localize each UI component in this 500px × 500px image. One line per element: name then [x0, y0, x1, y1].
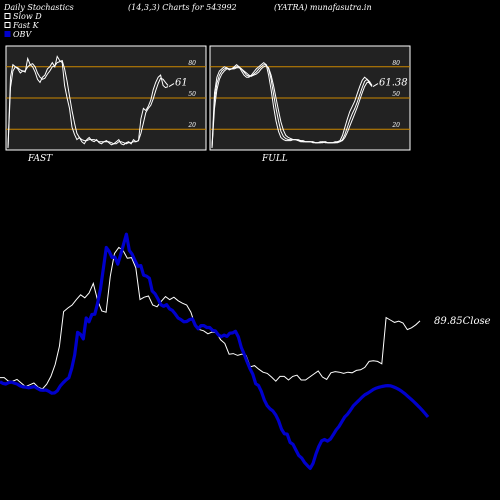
fast-k-swatch [4, 22, 11, 28]
legend-slow-d: Slow D [13, 12, 42, 21]
legend-obv: OBV [13, 30, 32, 39]
fast-tick-20: 20 [187, 122, 196, 129]
fast-panel-label: FAST [27, 154, 53, 164]
full-series-3-line [211, 65, 373, 148]
fast-tick-50: 50 [188, 91, 196, 98]
fast-end-label: 61 [175, 78, 188, 89]
header-left: Daily Stochastics [3, 3, 74, 12]
obv-swatch [4, 31, 11, 37]
obv-line [0, 232, 430, 470]
close-price-line [0, 246, 421, 390]
full-panel-label: FULL [261, 154, 288, 164]
full-stochastic-panel: 20 50 80 61.38 [209, 45, 411, 151]
full-tick-50: 50 [392, 91, 400, 98]
fast-stochastic-panel: 20 50 80 61 [5, 45, 207, 151]
header-site: (YATRA) munafasutra.in [274, 3, 372, 12]
legend-fast-k: Fast K [12, 21, 40, 30]
price-obv-panel: 89.85Close [0, 232, 491, 470]
fast-series-2-line [7, 59, 169, 148]
full-tick-80: 80 [392, 60, 400, 67]
header-params: (14,3,3) Charts for 543992 [128, 3, 237, 12]
full-end-pointer [372, 83, 379, 87]
fast-end-pointer [168, 83, 175, 87]
full-end-label: 61.38 [379, 78, 408, 89]
fast-tick-80: 80 [188, 60, 196, 67]
legend: Slow D Fast K OBV [4, 12, 42, 39]
slow-d-swatch [4, 13, 11, 19]
close-end-label: 89.85Close [434, 316, 491, 327]
fast-series-1-line [7, 55, 169, 148]
full-tick-20: 20 [391, 122, 400, 129]
